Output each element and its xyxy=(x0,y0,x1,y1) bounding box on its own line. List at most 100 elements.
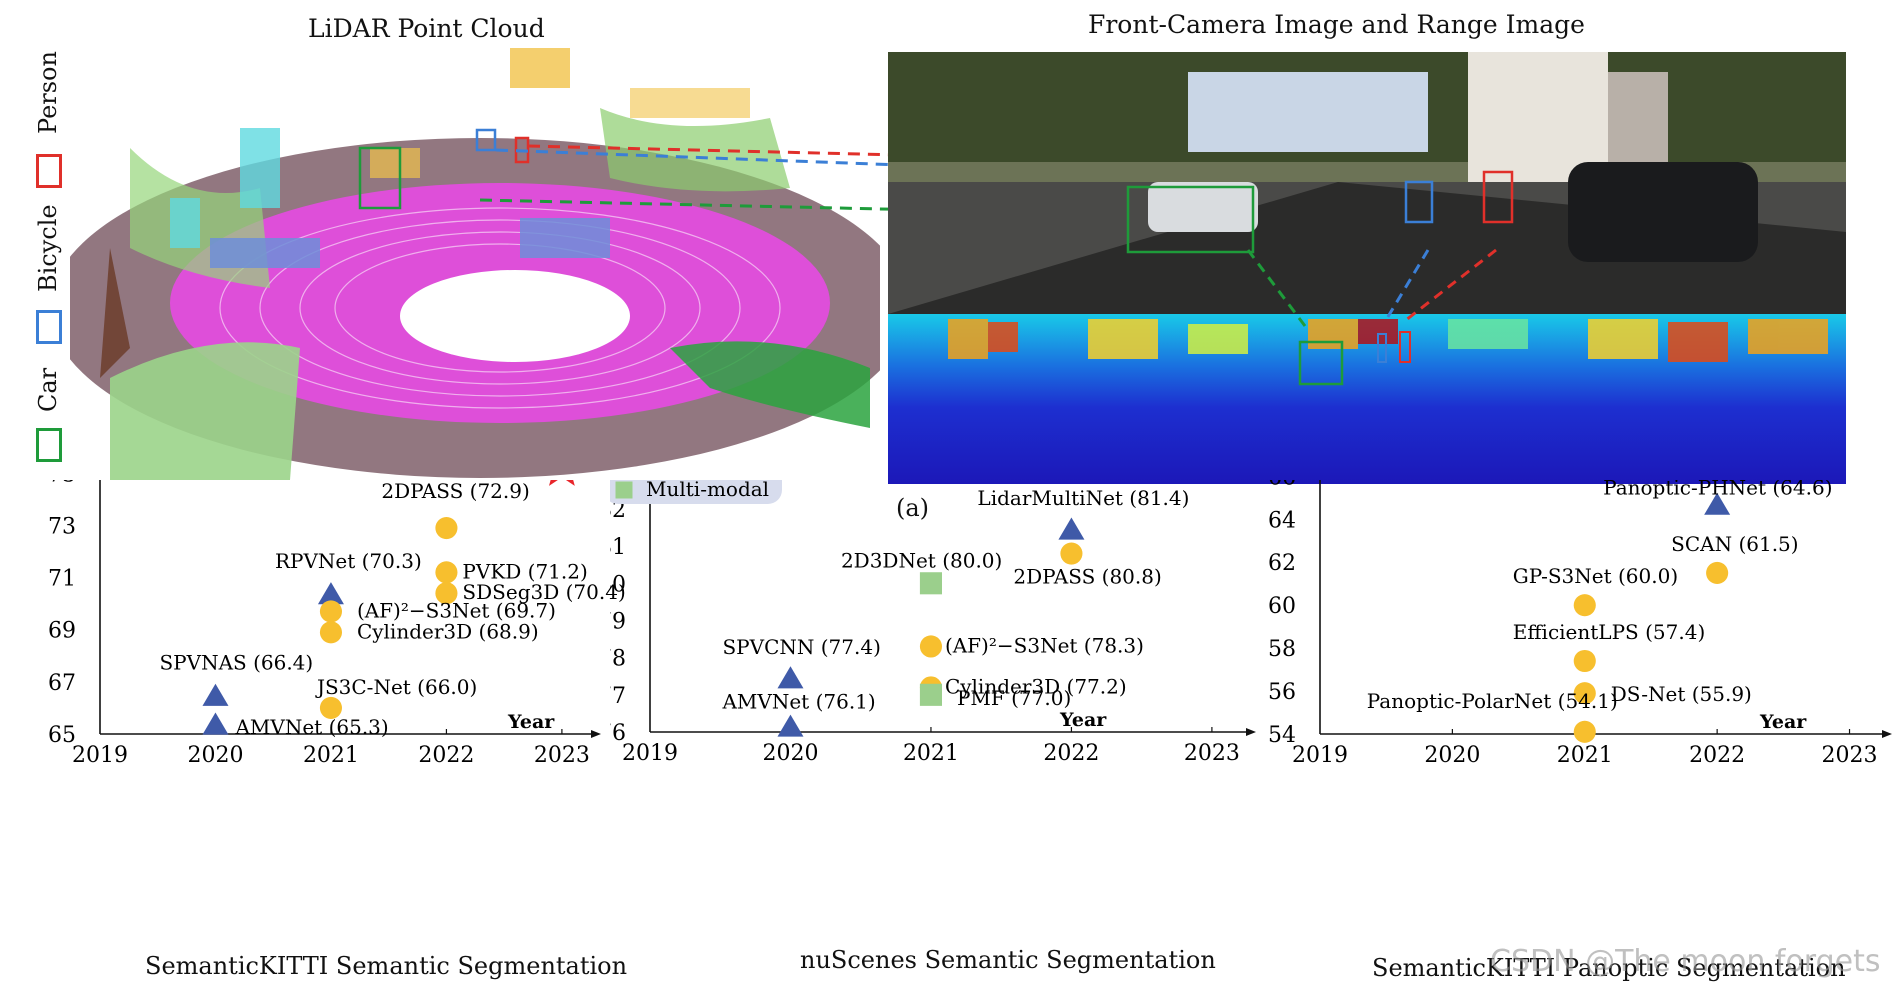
y-tick-label: 82 xyxy=(610,498,626,523)
data-point-square xyxy=(919,683,943,706)
data-point-triangle xyxy=(317,582,344,605)
y-tick-label: 75 xyxy=(48,480,76,487)
y-tick-label: 81 xyxy=(610,535,626,560)
data-point-circle xyxy=(435,516,458,540)
data-point-triangle xyxy=(202,712,229,735)
data-point-circle xyxy=(1573,594,1596,617)
y-tick-label: 69 xyxy=(48,619,76,644)
legend-person-box xyxy=(36,154,62,188)
data-label: AMVNet (65.3) xyxy=(234,715,388,739)
legend-car-box xyxy=(36,428,62,462)
data-label: (AF)²−S3Net (69.7) xyxy=(357,598,556,622)
object-class-legend: Person Bicycle Car xyxy=(22,51,72,462)
data-point-triangle xyxy=(1704,492,1731,515)
caption-chart-1: SemanticKITTI Semantic Segmentation xyxy=(145,952,628,980)
data-point-square xyxy=(919,572,943,595)
legend-label: Multi-modal xyxy=(646,480,769,501)
data-point-circle xyxy=(319,600,343,623)
plot-area: mIoUYear20192020202120222023767778798081… xyxy=(610,480,1256,766)
x-axis-label: Year xyxy=(1059,709,1107,731)
data-label: DS-Net (55.9) xyxy=(1611,682,1752,706)
data-point-circle xyxy=(435,561,458,584)
data-point-circle xyxy=(1573,649,1596,673)
y-tick-label: 73 xyxy=(48,514,76,539)
data-label: 2D3DNet (80.0) xyxy=(841,548,1002,572)
x-tick-label: 2020 xyxy=(762,741,818,766)
x-tick-label: 2023 xyxy=(1822,743,1878,768)
data-point-circle xyxy=(1573,682,1596,705)
data-label: 2DPASS (80.8) xyxy=(1013,565,1161,589)
lidar-point-cloud-image xyxy=(70,48,880,480)
y-tick-label: 79 xyxy=(610,609,626,634)
front-camera-image xyxy=(888,52,1846,314)
plot-area: PQYear2019202020212022202354565860626466… xyxy=(1268,480,1892,768)
data-label: RPVNet (70.3) xyxy=(275,549,422,573)
x-axis-arrow xyxy=(591,730,601,738)
lidar-title: LiDAR Point Cloud xyxy=(308,14,545,43)
data-label: Cylinder3D (68.9) xyxy=(357,619,539,643)
x-axis-label: Year xyxy=(1759,711,1807,733)
x-tick-label: 2021 xyxy=(1557,743,1613,768)
y-tick-label: 58 xyxy=(1268,637,1296,662)
y-tick-label: 56 xyxy=(1268,680,1296,705)
y-tick-label: 76 xyxy=(610,721,626,746)
x-tick-label: 2023 xyxy=(534,743,590,768)
x-tick-label: 2021 xyxy=(303,743,359,768)
data-label: EfficientLPS (57.4) xyxy=(1513,620,1706,644)
figure-tag: (a) xyxy=(896,494,930,522)
legend: UniSegMulti-viewSingle-viewMulti-modal xyxy=(610,480,782,504)
legend-marker-square xyxy=(615,481,633,499)
data-point-circle xyxy=(435,582,458,605)
x-tick-label: 2019 xyxy=(622,741,678,766)
data-label: JS3C-Net (66.0) xyxy=(315,675,477,699)
y-tick-label: 60 xyxy=(1268,594,1296,619)
x-axis-arrow xyxy=(1882,730,1892,738)
data-label: LidarMultiNet (81.4) xyxy=(977,486,1189,510)
legend-box xyxy=(610,480,782,504)
data-point-circle xyxy=(319,621,343,644)
y-tick-label: 77 xyxy=(610,684,626,709)
x-tick-label: 2021 xyxy=(903,741,959,766)
data-point-triangle xyxy=(777,666,804,689)
data-label: SCAN (61.5) xyxy=(1671,532,1798,556)
caption-chart-3: SemanticKITTI Panoptic Segmentation xyxy=(1372,954,1846,982)
x-tick-label: 2023 xyxy=(1184,741,1240,766)
y-tick-label: 62 xyxy=(1268,551,1296,576)
data-label: SPVCNN (77.4) xyxy=(722,635,880,659)
camera-title: Front-Camera Image and Range Image xyxy=(1088,10,1585,39)
x-tick-label: 2022 xyxy=(1043,741,1099,766)
y-tick-label: 78 xyxy=(610,647,626,672)
data-label: Panoptic-PolarNet (54.1) xyxy=(1367,689,1618,713)
data-label: Panoptic-PHNet (64.6) xyxy=(1603,480,1832,499)
y-tick-label: 64 xyxy=(1268,508,1296,533)
caption-chart-2: nuScenes Semantic Segmentation xyxy=(800,946,1216,974)
y-tick-label: 54 xyxy=(1268,723,1296,748)
y-tick-label: 66 xyxy=(1268,480,1296,490)
y-tick-label: 67 xyxy=(48,671,76,696)
data-label: PVKD (71.2) xyxy=(462,559,587,583)
x-tick-label: 2020 xyxy=(187,743,243,768)
semantickitti-semantic-chart: mIoUYear20192020202120222023656769717375… xyxy=(48,480,626,768)
data-label: (AF)²−S3Net (78.3) xyxy=(945,633,1144,657)
watermark: CSDN @The moon forgets xyxy=(1490,944,1881,979)
data-point-triangle xyxy=(777,714,804,737)
data-point-triangle xyxy=(1058,517,1085,540)
data-point-triangle xyxy=(202,683,229,706)
x-axis-label: Year xyxy=(507,711,555,733)
data-point-circle xyxy=(1573,720,1596,743)
plot-area: mIoUYear20192020202120222023656769717375… xyxy=(48,480,626,768)
data-point-circle xyxy=(319,696,343,719)
y-tick-label: 65 xyxy=(48,723,76,748)
nuscenes-semantic-chart: mIoUYear20192020202120222023767778798081… xyxy=(610,480,1256,766)
x-tick-label: 2019 xyxy=(72,743,128,768)
camera-range-lines xyxy=(1246,248,1497,331)
data-point-circle xyxy=(1060,542,1083,565)
x-tick-label: 2022 xyxy=(418,743,474,768)
x-tick-label: 2020 xyxy=(1424,743,1480,768)
data-label: Cylinder3D (77.2) xyxy=(945,674,1127,698)
x-axis-arrow xyxy=(1246,728,1256,736)
y-tick-label: 71 xyxy=(48,567,76,592)
data-point-circle xyxy=(1706,561,1729,585)
x-tick-label: 2022 xyxy=(1689,743,1745,768)
y-tick-label: 80 xyxy=(610,572,626,597)
